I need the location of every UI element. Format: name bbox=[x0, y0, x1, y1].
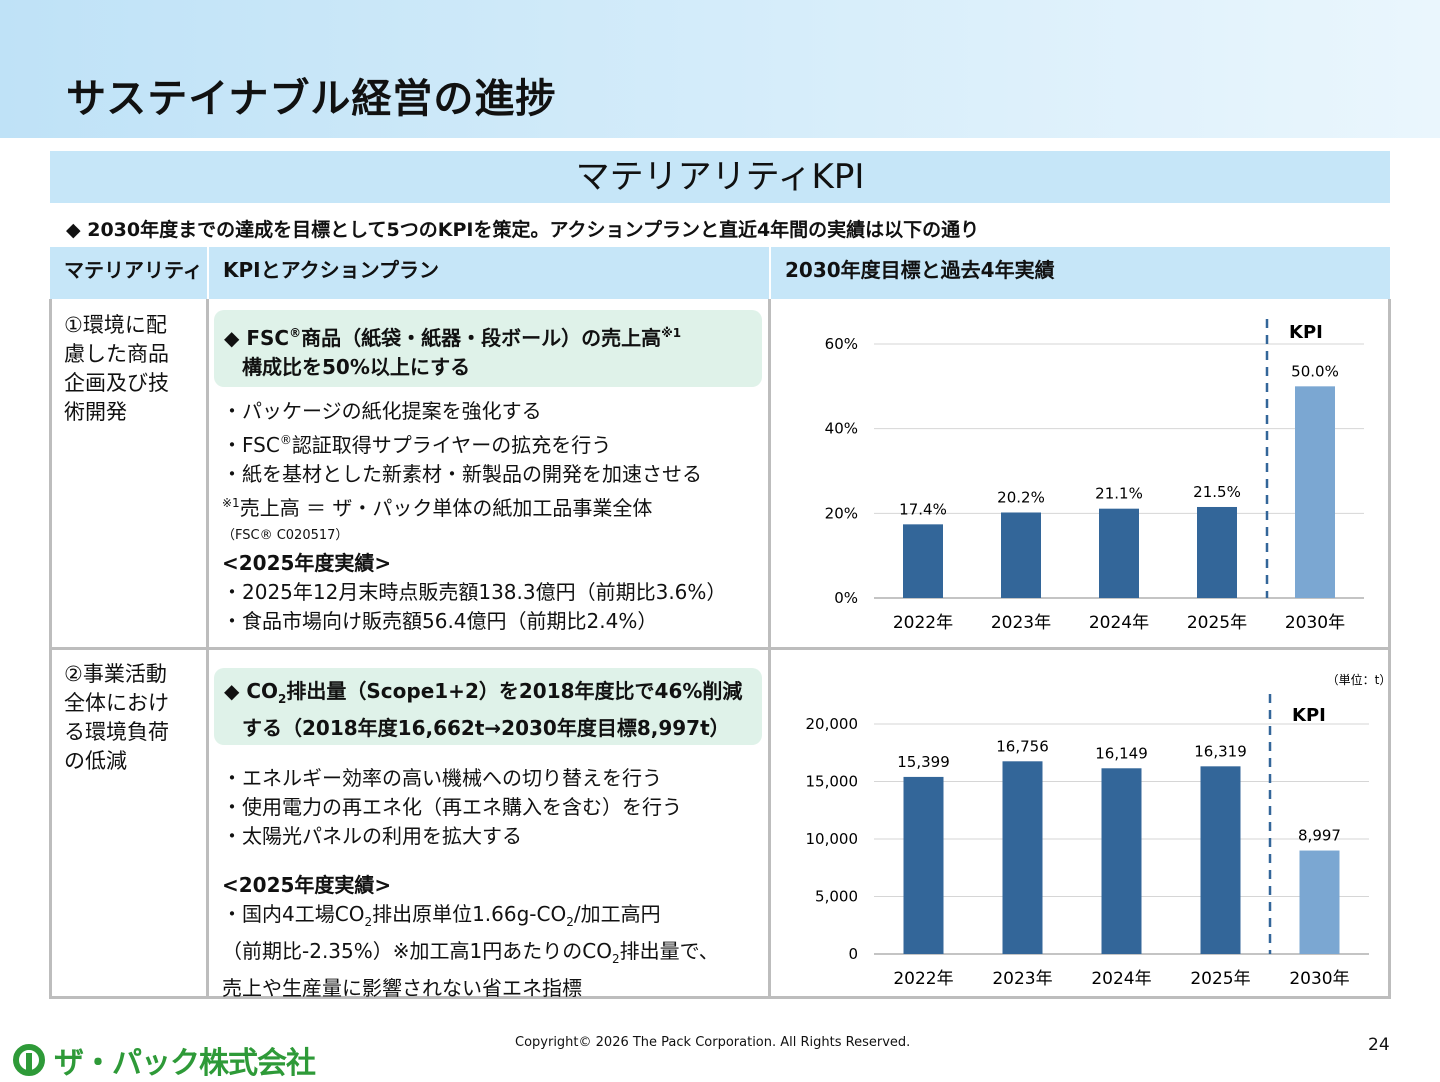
bar bbox=[1002, 761, 1043, 954]
bar-value-label: 20.2% bbox=[997, 488, 1045, 506]
bar bbox=[1299, 850, 1340, 954]
bar-value-label: 50.0% bbox=[1291, 362, 1339, 380]
x-tick-label: 2030年 bbox=[1289, 969, 1349, 989]
bar bbox=[1295, 386, 1335, 598]
bar bbox=[903, 776, 944, 954]
y-tick-label: 20,000 bbox=[806, 715, 859, 733]
y-tick-label: 20% bbox=[825, 504, 858, 522]
section-title: マテリアリティKPI bbox=[50, 151, 1390, 203]
unit-label: （単位：t） bbox=[1327, 672, 1386, 687]
x-tick-label: 2023年 bbox=[992, 969, 1052, 989]
page-title: サステイナブル経営の進捗 bbox=[66, 76, 557, 122]
y-tick-label: 10,000 bbox=[806, 830, 859, 848]
page-number: 24 bbox=[1368, 1035, 1390, 1055]
materiality-1: ①環境に配 慮した商品 企画及び技 術開発 bbox=[64, 313, 169, 424]
table-border-bottom bbox=[49, 996, 1391, 999]
y-tick-label: 0% bbox=[834, 589, 858, 607]
bar-value-label: 16,149 bbox=[1095, 744, 1148, 762]
x-tick-label: 2022年 bbox=[893, 613, 953, 633]
y-tick-label: 5,000 bbox=[815, 888, 858, 906]
bar bbox=[1197, 506, 1237, 598]
x-tick-label: 2024年 bbox=[1091, 969, 1151, 989]
bar bbox=[1101, 768, 1142, 954]
x-tick-label: 2023年 bbox=[991, 613, 1051, 633]
bar-value-label: 21.1% bbox=[1095, 485, 1143, 503]
intro-text: ◆ 2030年度までの達成を目標として5つのKPIを策定。アクションプランと直近… bbox=[66, 219, 980, 241]
bar bbox=[1001, 512, 1041, 598]
x-tick-label: 2030年 bbox=[1285, 613, 1345, 633]
x-tick-label: 2025年 bbox=[1190, 969, 1250, 989]
column-header-materiality: マテリアリティ bbox=[50, 247, 207, 299]
bar bbox=[1200, 766, 1241, 954]
column-header-target: 2030年度目標と過去4年実績 bbox=[771, 247, 1390, 299]
table-row-divider bbox=[49, 647, 1391, 650]
bar-value-label: 16,319 bbox=[1194, 742, 1247, 760]
chart-co2-emissions: 0 5,000 10,000 15,000 20,000 15,399 2022年 16,75… bbox=[806, 672, 1387, 989]
kpi-box-1: ◆ FSC®商品（紙袋・紙器・段ボール）の売上高※1 構成比を50%以上にする bbox=[214, 310, 762, 387]
bar-value-label: 8,997 bbox=[1298, 827, 1341, 845]
bar bbox=[1099, 508, 1139, 598]
x-tick-label: 2022年 bbox=[893, 969, 953, 989]
materiality-2: ②事業活動 全体におけ る環境負荷 の低減 bbox=[64, 662, 169, 773]
bar-value-label: 16,756 bbox=[996, 737, 1049, 755]
action-plan-1: ・パッケージの紙化提案を強化する ・FSC®認証取得サプライヤーの拡充を行う ・… bbox=[222, 399, 727, 633]
column-header-kpi: KPIとアクションプラン bbox=[209, 247, 769, 299]
kpi-box-2: ◆ CO2排出量（Scope1+2）を2018年度比で46%削減 する（2018… bbox=[214, 668, 762, 745]
action-plan-2: ・エネルギー効率の高い機械への切り替えを行う ・使用電力の再エネ化（再エネ購入を… bbox=[222, 766, 719, 1000]
bar-value-label: 21.5% bbox=[1193, 483, 1241, 501]
y-tick-label: 60% bbox=[825, 335, 858, 353]
bar-value-label: 15,399 bbox=[897, 753, 950, 771]
x-tick-label: 2025年 bbox=[1187, 613, 1247, 633]
chart-fsc-ratio: 0% 20% 40% 60% 17.4% 2022年 20.2% 2023年 21.1% 2024… bbox=[825, 319, 1364, 633]
kpi-label: KPI bbox=[1289, 322, 1323, 343]
y-tick-label: 40% bbox=[825, 420, 858, 438]
header-band bbox=[0, 0, 1440, 138]
x-tick-label: 2024年 bbox=[1089, 613, 1149, 633]
logo-text: ザ・パック株式会社 bbox=[54, 1046, 316, 1081]
y-tick-label: 15,000 bbox=[806, 773, 859, 791]
company-logo: ザ・パック株式会社 bbox=[12, 1038, 316, 1082]
pack-logo-icon bbox=[13, 1044, 45, 1076]
bar bbox=[903, 524, 943, 598]
bar-value-label: 17.4% bbox=[899, 500, 947, 518]
copyright: Copyright© 2026 The Pack Corporation. Al… bbox=[515, 1035, 911, 1050]
kpi-label: KPI bbox=[1292, 705, 1326, 726]
y-tick-label: 0 bbox=[848, 945, 858, 963]
